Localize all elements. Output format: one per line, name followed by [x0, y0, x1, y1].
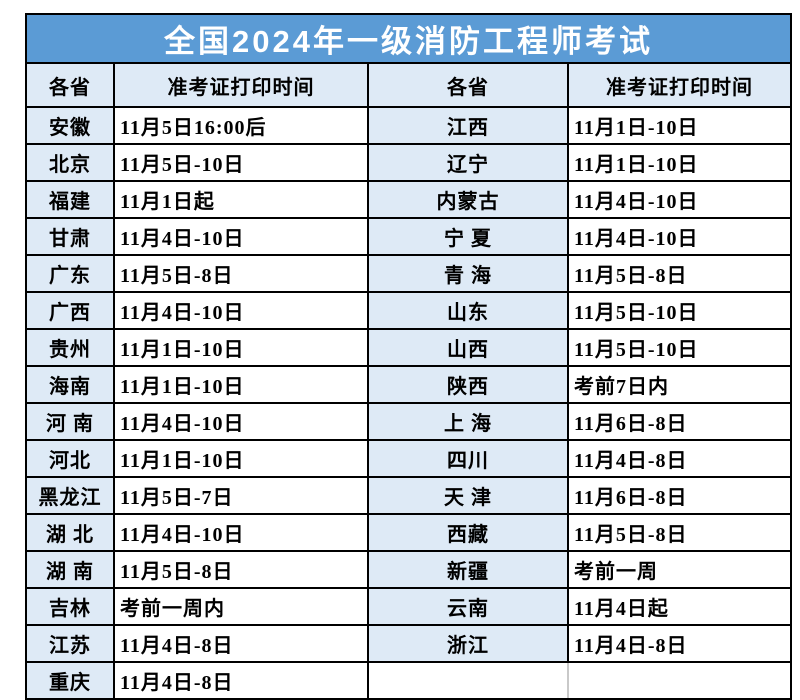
- province-cell-right: [367, 661, 569, 700]
- time-cell-right: 11月4日-10日: [566, 217, 793, 256]
- table-row: 重庆 11月4日-8日: [25, 661, 793, 700]
- province-cell-left: 安徽: [25, 106, 115, 145]
- table-row: 广东 11月5日-8日 青 海 11月5日-8日: [25, 254, 793, 293]
- table-row: 湖 南 11月5日-8日 新疆 考前一周: [25, 550, 793, 589]
- province-cell-left: 福建: [25, 180, 115, 219]
- province-cell-right: 西藏: [367, 513, 569, 552]
- table-row: 北京 11月5日-10日 辽宁 11月1日-10日: [25, 143, 793, 182]
- header-province-right: 各省: [367, 62, 569, 108]
- table-row: 安徽 11月5日16:00后 江西 11月1日-10日: [25, 106, 793, 145]
- time-cell-left: 11月5日-7日: [113, 476, 369, 515]
- time-cell-left: 11月1日-10日: [113, 439, 369, 478]
- time-cell-right: 11月5日-10日: [566, 291, 793, 330]
- time-cell-right: 11月5日-8日: [566, 513, 793, 552]
- province-cell-left: 贵州: [25, 328, 115, 367]
- table-row: 河 南 11月4日-10日 上 海 11月6日-8日: [25, 402, 793, 441]
- province-cell-right: 云南: [367, 587, 569, 626]
- time-cell-right: 11月4日-10日: [566, 180, 793, 219]
- time-cell-left: 11月4日-10日: [113, 291, 369, 330]
- table-row: 吉林 考前一周内 云南 11月4日起: [25, 587, 793, 626]
- time-cell-left: 11月5日-8日: [113, 254, 369, 293]
- province-cell-right: 辽宁: [367, 143, 569, 182]
- time-cell-right: 11月1日-10日: [566, 143, 793, 182]
- title-row: 全国2024年一级消防工程师考试: [24, 13, 793, 64]
- table-body: 安徽 11月5日16:00后 江西 11月1日-10日 北京 11月5日-10日…: [25, 106, 793, 700]
- time-cell-right: 考前7日内: [566, 365, 793, 404]
- table-row: 海南 11月1日-10日 陕西 考前7日内: [25, 365, 793, 404]
- province-cell-left: 重庆: [25, 661, 115, 700]
- time-cell-left: 11月4日-8日: [113, 624, 369, 663]
- time-cell-left: 11月4日-10日: [113, 217, 369, 256]
- province-cell-right: 四川: [367, 439, 569, 478]
- province-cell-right: 江西: [367, 106, 569, 145]
- table-row: 黑龙江 11月5日-7日 天 津 11月6日-8日: [25, 476, 793, 515]
- time-cell-left: 11月5日16:00后: [113, 106, 369, 145]
- time-cell-right: 11月5日-10日: [566, 328, 793, 367]
- province-cell-left: 甘肃: [25, 217, 115, 256]
- time-cell-left: 11月1日起: [113, 180, 369, 219]
- province-cell-left: 湖 南: [25, 550, 115, 589]
- exam-schedule-table: 全国2024年一级消防工程师考试 各省 准考证打印时间 各省 准考证打印时间 安…: [24, 13, 793, 700]
- time-cell-right: 考前一周: [566, 550, 793, 589]
- table-row: 福建 11月1日起 内蒙古 11月4日-10日: [25, 180, 793, 219]
- province-cell-right: 内蒙古: [367, 180, 569, 219]
- province-cell-left: 黑龙江: [25, 476, 115, 515]
- province-cell-left: 河 南: [25, 402, 115, 441]
- province-cell-left: 广东: [25, 254, 115, 293]
- time-cell-left: 11月5日-10日: [113, 143, 369, 182]
- province-cell-left: 广西: [25, 291, 115, 330]
- table-row: 甘肃 11月4日-10日 宁 夏 11月4日-10日: [25, 217, 793, 256]
- province-cell-right: 山西: [367, 328, 569, 367]
- province-cell-left: 吉林: [25, 587, 115, 626]
- time-cell-right: [566, 661, 793, 700]
- province-cell-right: 山东: [367, 291, 569, 330]
- province-cell-right: 青 海: [367, 254, 569, 293]
- table-row: 江苏 11月4日-8日 浙江 11月4日-8日: [25, 624, 793, 663]
- time-cell-left: 11月4日-10日: [113, 513, 369, 552]
- time-cell-left: 11月1日-10日: [113, 328, 369, 367]
- table-row: 河北 11月1日-10日 四川 11月4日-8日: [25, 439, 793, 478]
- time-cell-right: 11月4日-8日: [566, 624, 793, 663]
- time-cell-left: 考前一周内: [113, 587, 369, 626]
- header-province-left: 各省: [25, 62, 115, 108]
- time-cell-right: 11月4日起: [566, 587, 793, 626]
- table-row: 广西 11月4日-10日 山东 11月5日-10日: [25, 291, 793, 330]
- time-cell-right: 11月6日-8日: [566, 476, 793, 515]
- province-cell-right: 浙江: [367, 624, 569, 663]
- province-cell-left: 河北: [25, 439, 115, 478]
- time-cell-right: 11月6日-8日: [566, 402, 793, 441]
- province-cell-right: 宁 夏: [367, 217, 569, 256]
- page-title: 全国2024年一级消防工程师考试: [24, 13, 793, 64]
- page: 全国2024年一级消防工程师考试 各省 准考证打印时间 各省 准考证打印时间 安…: [24, 13, 793, 700]
- time-cell-right: 11月1日-10日: [566, 106, 793, 145]
- time-cell-left: 11月1日-10日: [113, 365, 369, 404]
- province-cell-left: 海南: [25, 365, 115, 404]
- time-cell-left: 11月4日-10日: [113, 402, 369, 441]
- province-cell-right: 新疆: [367, 550, 569, 589]
- header-time-right: 准考证打印时间: [566, 62, 793, 108]
- table-row: 湖 北 11月4日-10日 西藏 11月5日-8日: [25, 513, 793, 552]
- time-cell-left: 11月4日-8日: [113, 661, 369, 700]
- table-row: 贵州 11月1日-10日 山西 11月5日-10日: [25, 328, 793, 367]
- province-cell-right: 上 海: [367, 402, 569, 441]
- province-cell-left: 江苏: [25, 624, 115, 663]
- province-cell-left: 北京: [25, 143, 115, 182]
- header-time-left: 准考证打印时间: [113, 62, 369, 108]
- time-cell-right: 11月4日-8日: [566, 439, 793, 478]
- province-cell-right: 天 津: [367, 476, 569, 515]
- time-cell-left: 11月5日-8日: [113, 550, 369, 589]
- time-cell-right: 11月5日-8日: [566, 254, 793, 293]
- province-cell-left: 湖 北: [25, 513, 115, 552]
- province-cell-right: 陕西: [367, 365, 569, 404]
- header-row: 各省 准考证打印时间 各省 准考证打印时间: [25, 62, 793, 108]
